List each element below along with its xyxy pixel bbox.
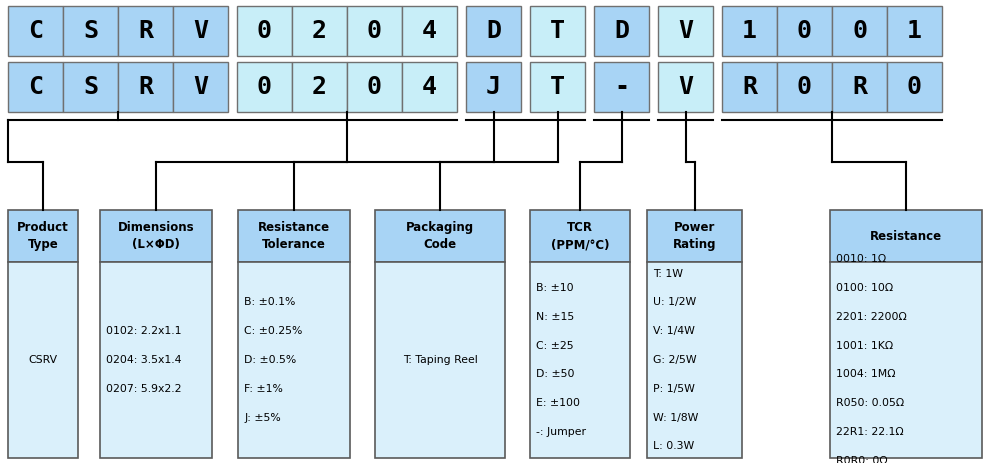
Bar xyxy=(118,62,173,112)
Bar xyxy=(832,6,887,56)
Text: Dimensions
(L×ΦD): Dimensions (L×ΦD) xyxy=(118,221,194,251)
Text: Power
Rating: Power Rating xyxy=(673,221,716,251)
Text: 0: 0 xyxy=(907,75,922,99)
Bar xyxy=(887,6,942,56)
Text: S: S xyxy=(83,75,98,99)
Bar xyxy=(777,62,832,112)
Bar xyxy=(238,210,350,262)
Bar xyxy=(173,6,228,56)
Text: Resistance
Tolerance: Resistance Tolerance xyxy=(258,221,330,251)
Bar xyxy=(832,62,887,112)
Bar xyxy=(530,62,585,112)
Bar xyxy=(100,210,212,262)
Text: B: ±0.1%

C: ±0.25%

D: ±0.5%

F: ±1%

J: ±5%: B: ±0.1% C: ±0.25% D: ±0.5% F: ±1% J: ±5… xyxy=(244,297,302,423)
Text: 0: 0 xyxy=(852,19,867,43)
Bar xyxy=(530,6,585,56)
Bar xyxy=(777,6,832,56)
Text: 2: 2 xyxy=(312,19,327,43)
Bar xyxy=(173,62,228,112)
Text: B: ±10

N: ±15

C: ±25

D: ±50

E: ±100

-: Jumper: B: ±10 N: ±15 C: ±25 D: ±50 E: ±100 -: J… xyxy=(536,283,586,437)
Bar xyxy=(887,62,942,112)
Bar xyxy=(347,6,402,56)
Text: R: R xyxy=(138,75,153,99)
Text: D: D xyxy=(486,19,501,43)
Bar xyxy=(530,210,630,262)
Text: 1: 1 xyxy=(742,19,757,43)
Text: T: Taping Reel: T: Taping Reel xyxy=(403,355,477,365)
Text: 0: 0 xyxy=(257,19,272,43)
Bar xyxy=(658,6,713,56)
Bar xyxy=(530,262,630,458)
Text: -: - xyxy=(614,75,629,99)
Bar xyxy=(466,62,521,112)
Bar xyxy=(8,6,63,56)
Text: CSRV: CSRV xyxy=(29,355,57,365)
Text: C: C xyxy=(28,75,43,99)
Bar xyxy=(8,62,63,112)
Text: D: D xyxy=(614,19,629,43)
Text: 0010: 1Ω

0100: 10Ω

2201: 2200Ω

1001: 1KΩ

1004: 1MΩ

R050: 0.05Ω

22R1: 22.1Ω: 0010: 1Ω 0100: 10Ω 2201: 2200Ω 1001: 1KΩ… xyxy=(836,254,907,463)
Bar xyxy=(402,6,457,56)
Bar xyxy=(100,262,212,458)
Bar xyxy=(8,262,78,458)
Text: 0: 0 xyxy=(367,75,382,99)
Text: 0: 0 xyxy=(797,19,812,43)
Bar xyxy=(375,262,505,458)
Text: V: V xyxy=(678,75,693,99)
Text: Product
Type: Product Type xyxy=(17,221,69,251)
Bar xyxy=(375,210,505,262)
Bar xyxy=(63,62,118,112)
Bar xyxy=(594,6,649,56)
Text: V: V xyxy=(678,19,693,43)
Text: T: T xyxy=(550,75,565,99)
Text: S: S xyxy=(83,19,98,43)
Text: 4: 4 xyxy=(422,75,437,99)
Text: Packaging
Code: Packaging Code xyxy=(406,221,474,251)
Bar xyxy=(347,62,402,112)
Bar xyxy=(238,262,350,458)
Text: 2: 2 xyxy=(312,75,327,99)
Text: TCR
(PPM/°C): TCR (PPM/°C) xyxy=(550,221,609,251)
Bar xyxy=(402,62,457,112)
Bar xyxy=(8,210,78,262)
Bar xyxy=(118,6,173,56)
Text: Resistance: Resistance xyxy=(870,230,942,243)
Bar xyxy=(466,6,521,56)
Text: V: V xyxy=(193,19,208,43)
Bar xyxy=(63,6,118,56)
Bar xyxy=(237,6,292,56)
Bar xyxy=(830,210,982,262)
Text: 0: 0 xyxy=(257,75,272,99)
Text: 0: 0 xyxy=(367,19,382,43)
Bar xyxy=(830,262,982,458)
Bar xyxy=(658,62,713,112)
Bar xyxy=(647,262,742,458)
Bar xyxy=(722,62,777,112)
Bar xyxy=(647,210,742,262)
Text: 1: 1 xyxy=(907,19,922,43)
Bar xyxy=(292,6,347,56)
Text: 4: 4 xyxy=(422,19,437,43)
Text: C: C xyxy=(28,19,43,43)
Bar xyxy=(722,6,777,56)
Text: R: R xyxy=(742,75,757,99)
Text: 0: 0 xyxy=(797,75,812,99)
Text: T: T xyxy=(550,19,565,43)
Bar xyxy=(237,62,292,112)
Text: V: V xyxy=(193,75,208,99)
Text: J: J xyxy=(486,75,501,99)
Text: T: 1W

U: 1/2W

V: 1/4W

G: 2/5W

P: 1/5W

W: 1/8W

L: 0.3W: T: 1W U: 1/2W V: 1/4W G: 2/5W P: 1/5W W:… xyxy=(653,269,698,451)
Text: 0102: 2.2x1.1

0204: 3.5x1.4

0207: 5.9x2.2: 0102: 2.2x1.1 0204: 3.5x1.4 0207: 5.9x2.… xyxy=(106,326,181,394)
Bar xyxy=(292,62,347,112)
Bar xyxy=(594,62,649,112)
Text: R: R xyxy=(852,75,867,99)
Text: R: R xyxy=(138,19,153,43)
